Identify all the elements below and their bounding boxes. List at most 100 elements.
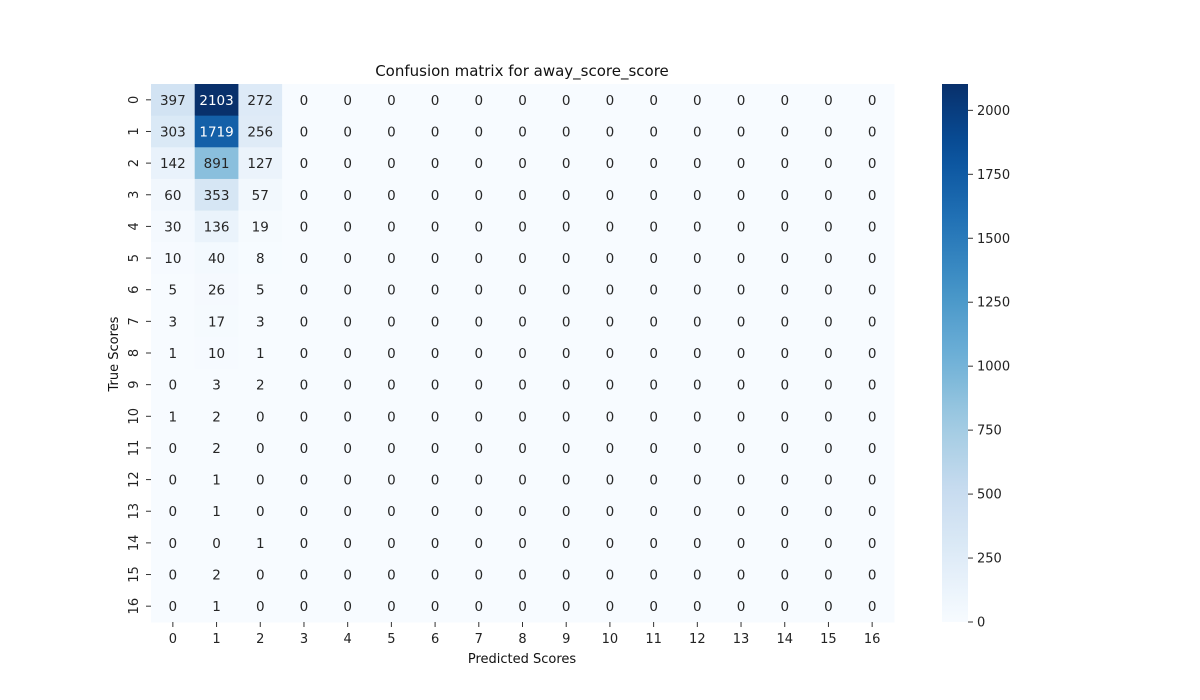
cell-value-label: 0 xyxy=(387,441,396,457)
cell-value-label: 0 xyxy=(387,599,396,615)
cell-value-label: 0 xyxy=(649,504,658,520)
cell-value-label: 0 xyxy=(737,283,746,299)
heatmap-cell xyxy=(544,84,589,117)
cell-value-label: 0 xyxy=(737,251,746,267)
heatmap-cell xyxy=(544,178,589,212)
cell-value-label: 0 xyxy=(518,409,527,425)
heatmap-cell xyxy=(238,337,283,370)
heatmap-cell xyxy=(369,590,414,623)
cell-value-label: 0 xyxy=(387,124,396,140)
heatmap-cell xyxy=(413,400,458,433)
cell-value-label: 0 xyxy=(693,536,702,552)
heatmap-cell xyxy=(588,210,633,243)
cell-value-label: 0 xyxy=(693,473,702,489)
heatmap-cell xyxy=(282,210,327,243)
cell-value-label: 0 xyxy=(300,473,309,489)
heatmap-cell xyxy=(456,210,502,243)
heatmap-cell xyxy=(413,432,458,465)
heatmap-cell xyxy=(238,147,283,180)
cell-value-label: 891 xyxy=(204,156,230,172)
cell-value-label: 0 xyxy=(868,283,877,299)
cell-value-label: 0 xyxy=(387,188,396,204)
colorbar-tick-label: 500 xyxy=(977,488,1002,503)
cell-value-label: 0 xyxy=(431,283,440,299)
x-tick-label: 11 xyxy=(645,632,662,647)
cell-value-label: 0 xyxy=(606,409,615,425)
cell-value-label: 0 xyxy=(518,188,527,204)
heatmap-cell xyxy=(719,178,764,212)
cell-value-label: 10 xyxy=(208,346,225,362)
cell-value-label: 5 xyxy=(256,283,265,299)
heatmap-cell xyxy=(500,84,545,117)
heatmap-cell xyxy=(194,84,239,117)
cell-value-label: 0 xyxy=(474,346,483,362)
y-tick-label: 11 xyxy=(127,440,142,457)
cell-value-label: 0 xyxy=(649,409,658,425)
cell-value-label: 1 xyxy=(212,599,221,615)
heatmap-cell xyxy=(631,495,676,528)
cell-value-label: 0 xyxy=(693,219,702,235)
cell-value-label: 30 xyxy=(164,219,181,235)
colorbar-tick-label: 1000 xyxy=(977,360,1010,375)
cell-value-label: 0 xyxy=(431,473,440,489)
cell-value-label: 0 xyxy=(693,599,702,615)
heatmap-cell xyxy=(631,527,676,560)
heatmap-cell xyxy=(850,210,895,243)
heatmap-cell xyxy=(456,305,502,338)
cell-value-label: 0 xyxy=(474,93,483,109)
cell-value-label: 0 xyxy=(431,314,440,330)
cell-value-label: 0 xyxy=(431,504,440,520)
cell-value-label: 0 xyxy=(169,378,178,394)
heatmap-cell xyxy=(151,527,196,560)
cell-value-label: 0 xyxy=(474,599,483,615)
cell-value-label: 0 xyxy=(824,251,833,267)
heatmap-cell xyxy=(500,210,545,243)
heatmap-cell xyxy=(719,463,764,496)
cell-value-label: 0 xyxy=(169,473,178,489)
cell-value-label: 0 xyxy=(518,536,527,552)
heatmap-cell xyxy=(456,432,502,465)
heatmap-cell xyxy=(500,115,545,148)
x-tick-label: 5 xyxy=(387,632,395,647)
heatmap-cell xyxy=(806,463,851,496)
cell-value-label: 8 xyxy=(256,251,265,267)
heatmap-cell xyxy=(806,210,851,243)
cell-value-label: 0 xyxy=(562,346,571,362)
cell-value-label: 0 xyxy=(824,568,833,584)
cell-value-label: 0 xyxy=(693,283,702,299)
heatmap-cell xyxy=(675,527,720,560)
cell-value-label: 0 xyxy=(300,283,309,299)
cell-value-label: 0 xyxy=(737,599,746,615)
cell-value-label: 0 xyxy=(824,504,833,520)
heatmap-cell xyxy=(762,273,808,307)
cell-value-label: 0 xyxy=(868,124,877,140)
cell-value-label: 2 xyxy=(212,441,221,457)
cell-value-label: 0 xyxy=(868,536,877,552)
heatmap-cell xyxy=(631,337,676,370)
heatmap-cell xyxy=(631,210,676,243)
cell-value-label: 0 xyxy=(737,219,746,235)
cell-value-label: 0 xyxy=(300,346,309,362)
cell-value-label: 0 xyxy=(737,188,746,204)
cell-value-label: 0 xyxy=(562,251,571,267)
heatmap-cell xyxy=(544,147,589,180)
cell-value-label: 0 xyxy=(387,568,396,584)
cell-value-label: 127 xyxy=(247,156,273,172)
heatmap-cell xyxy=(631,463,676,496)
cell-value-label: 3 xyxy=(256,314,265,330)
heatmap-cell xyxy=(325,115,371,148)
cell-value-label: 0 xyxy=(431,251,440,267)
heatmap-cell xyxy=(806,273,851,307)
colorbar-tick-label: 1500 xyxy=(977,232,1010,247)
heatmap-cell xyxy=(238,305,283,338)
heatmap-cell xyxy=(588,432,633,465)
cell-value-label: 0 xyxy=(737,473,746,489)
cell-value-label: 0 xyxy=(606,599,615,615)
heatmap-cell xyxy=(238,400,283,433)
heatmap-cell xyxy=(194,368,239,401)
cell-value-label: 0 xyxy=(649,188,658,204)
cell-value-label: 0 xyxy=(824,378,833,394)
heatmap-cell xyxy=(850,242,895,275)
cell-value-label: 0 xyxy=(518,441,527,457)
heatmap-cell xyxy=(325,400,371,433)
